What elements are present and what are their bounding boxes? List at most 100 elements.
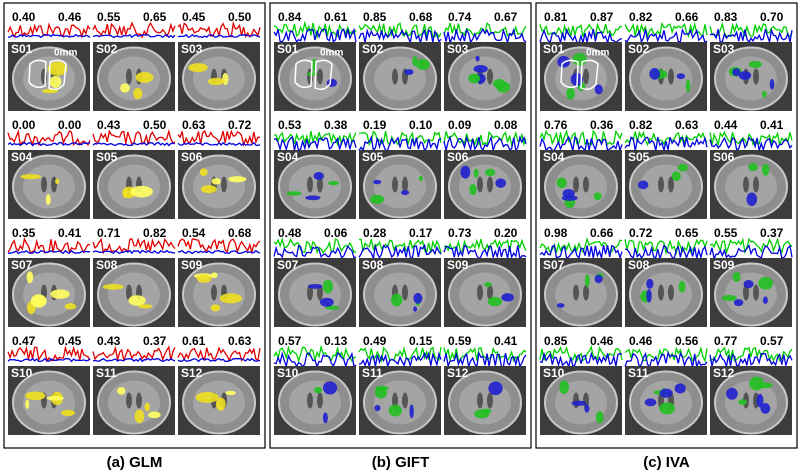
time-course xyxy=(177,357,261,363)
time-course xyxy=(92,249,176,255)
correlation-value: 0.47 xyxy=(12,334,36,348)
time-course xyxy=(273,244,357,259)
ventricle xyxy=(477,392,483,409)
activation-blob xyxy=(133,87,143,100)
ventricle xyxy=(51,176,57,193)
brain-inner xyxy=(374,164,426,209)
activation-blob xyxy=(674,383,686,394)
activation-blob xyxy=(195,391,219,403)
brain-inner xyxy=(193,164,245,209)
time-course xyxy=(624,130,708,147)
subject-cell: 0.35 0.41 S07 xyxy=(7,226,91,327)
activation-blob xyxy=(733,299,744,307)
correlation-value: 0.37 xyxy=(760,226,784,240)
ventricle xyxy=(392,68,398,85)
subject-label: S11 xyxy=(628,366,649,380)
time-course xyxy=(177,249,261,255)
ventricle xyxy=(317,392,323,409)
subject-cell: 0.09 0.08 S06 xyxy=(443,118,527,219)
time-course xyxy=(358,130,442,148)
ventricle xyxy=(487,284,493,301)
activation-blob xyxy=(556,303,565,308)
activation-blob xyxy=(484,168,496,177)
activation-blob xyxy=(473,168,479,178)
time-course xyxy=(7,22,91,39)
activation-blob xyxy=(649,68,661,80)
time-course xyxy=(177,346,261,363)
ventricle xyxy=(211,284,217,301)
correlation-value: 0.10 xyxy=(409,118,433,132)
correlation-value: 0.46 xyxy=(590,334,614,348)
subject-label: S08 xyxy=(628,258,650,272)
ventricle xyxy=(487,68,493,85)
activation-blob xyxy=(676,73,686,80)
time-course xyxy=(358,346,442,364)
ventricle xyxy=(126,392,132,409)
subject-cell: 0.47 0.45 S10 xyxy=(7,334,91,435)
ventricle xyxy=(573,176,579,193)
correlation-value: 0.81 xyxy=(544,10,568,24)
correlation-value: 0.57 xyxy=(278,334,302,348)
subject-label: S04 xyxy=(277,150,299,164)
correlation-value: 0.50 xyxy=(228,10,252,24)
panel-frame xyxy=(3,2,266,449)
time-course xyxy=(273,135,357,152)
subject-label: S01 xyxy=(11,42,33,56)
ventricle xyxy=(583,176,589,193)
correlation-value: 0.55 xyxy=(97,10,121,24)
activation-blob xyxy=(738,399,748,406)
subject-cell: 0.74 0.67 S03 xyxy=(443,10,527,111)
subject-cell: 0.98 0.66 S07 xyxy=(539,226,623,327)
subject-cell: 0.63 0.72 S06 xyxy=(177,118,261,219)
activation-blob xyxy=(743,280,754,289)
activation-blob xyxy=(134,409,145,424)
subject-label: S08 xyxy=(362,258,384,272)
ventricle xyxy=(658,176,664,193)
correlation-value: 0.46 xyxy=(629,334,653,348)
time-course xyxy=(7,345,91,363)
ventricle xyxy=(392,176,398,193)
brain-inner xyxy=(725,164,777,209)
activation-blob xyxy=(130,185,153,198)
time-course xyxy=(273,351,357,369)
subject-label: S09 xyxy=(447,258,469,272)
roi-outline xyxy=(560,59,599,91)
time-course xyxy=(8,249,91,255)
subject-cell: 0.83 0.70 S03 xyxy=(709,10,793,111)
time-course xyxy=(624,27,708,44)
subject-label: S02 xyxy=(96,42,118,56)
correlation-value: 0.15 xyxy=(409,334,433,348)
ventricle xyxy=(126,68,132,85)
activation-blob xyxy=(759,382,773,389)
subject-cell: 0.71 0.82 S08 xyxy=(92,226,176,327)
activation-blob xyxy=(25,399,30,410)
subject-cell: 0.19 0.10 S05 xyxy=(358,118,442,219)
subject-cell: 0.59 0.41 S12 xyxy=(443,334,527,435)
correlation-value: 0.87 xyxy=(590,10,614,24)
ventricle xyxy=(307,176,313,193)
subject-label: S12 xyxy=(181,366,203,380)
activation-blob xyxy=(215,397,226,411)
subject-cell: 0.53 0.38 S04 xyxy=(273,118,357,219)
activation-blob xyxy=(135,72,154,83)
ventricle xyxy=(317,68,323,85)
brain-inner xyxy=(374,56,426,101)
activation-blob xyxy=(595,411,604,424)
correlation-value: 0.72 xyxy=(629,226,653,240)
correlation-value: 0.41 xyxy=(494,334,518,348)
correlation-value: 0.57 xyxy=(760,334,784,348)
ventricle xyxy=(583,284,589,301)
activation-blob xyxy=(678,280,686,293)
subject-label: S08 xyxy=(96,258,118,272)
activation-blob xyxy=(726,387,738,400)
activation-blob xyxy=(188,63,208,73)
activation-blob xyxy=(325,305,340,310)
time-course xyxy=(7,237,91,255)
ventricle xyxy=(126,284,132,301)
subject-cell: 0.49 0.15 S11 xyxy=(358,334,442,435)
activation-blob xyxy=(219,293,243,304)
activation-blob xyxy=(593,192,602,201)
subject-label: S06 xyxy=(447,150,469,164)
roi-outline xyxy=(28,59,67,91)
correlation-value: 0.41 xyxy=(58,226,82,240)
